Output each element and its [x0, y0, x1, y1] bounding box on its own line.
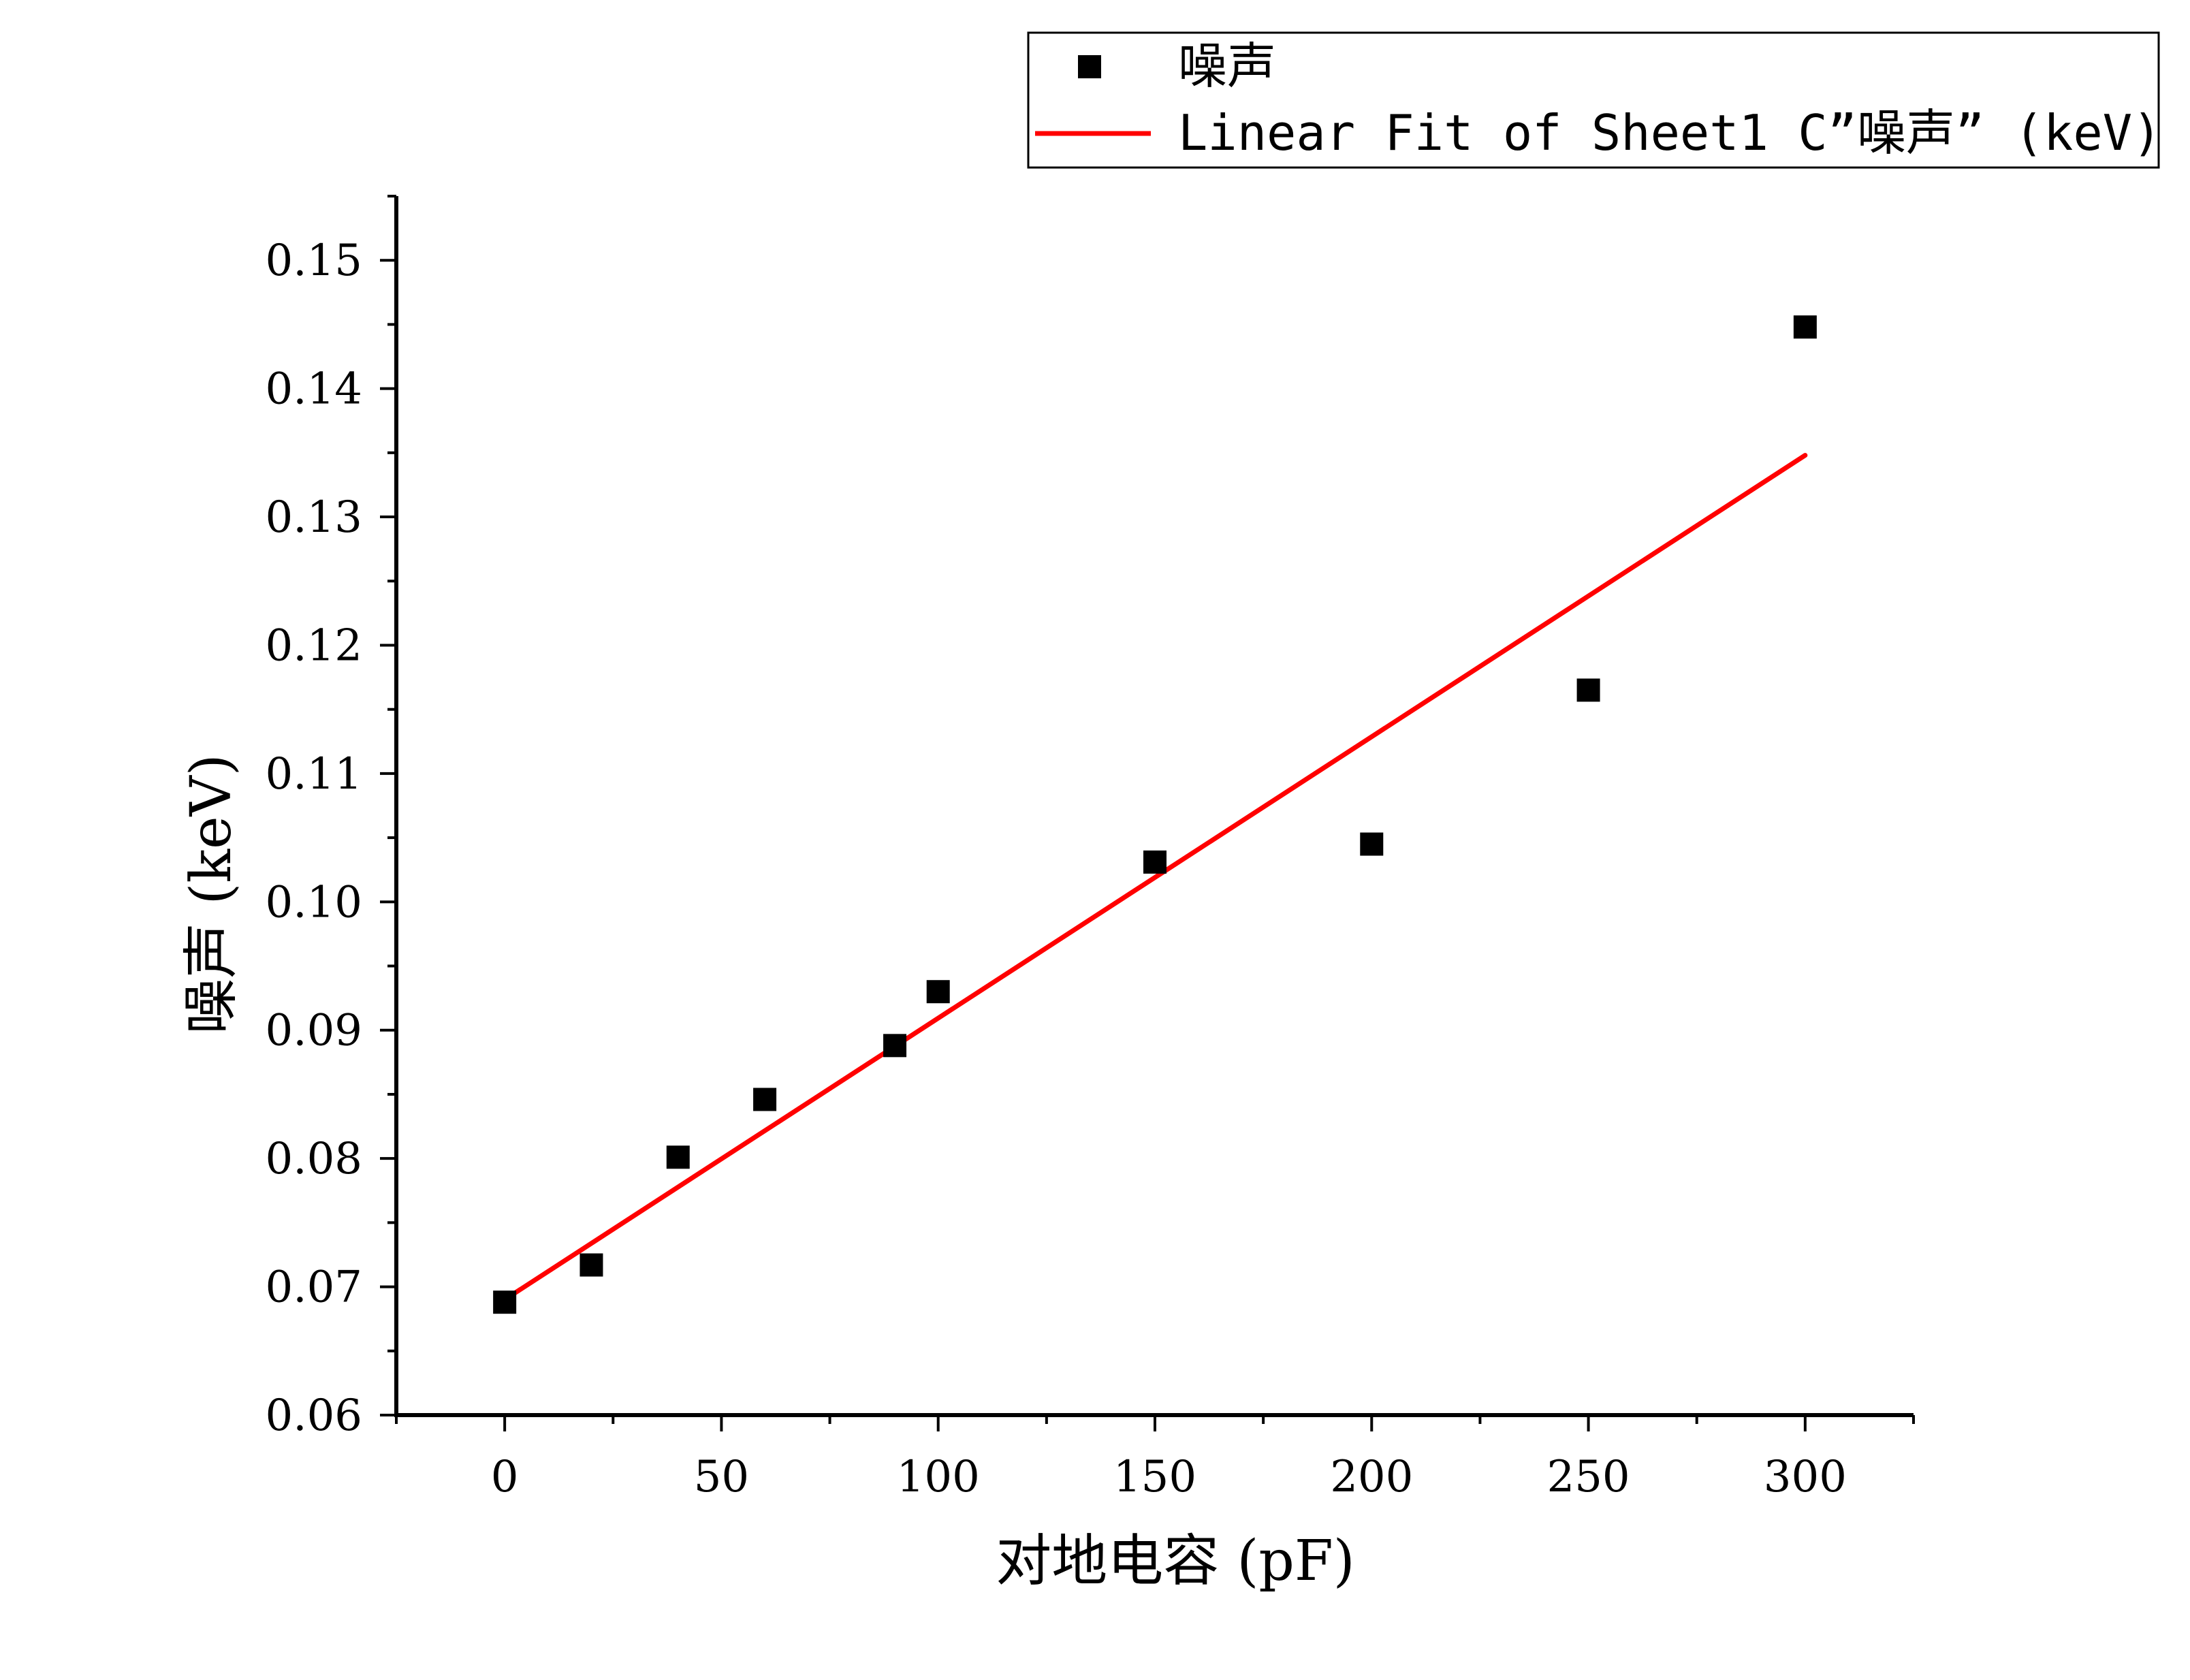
x-tick-label: 300: [1764, 1452, 1847, 1502]
axes: 0 50 100 150 200 250 300 0.06 0.07 0.08 0.09 0.10 0.…: [266, 195, 1915, 1502]
legend-label: Linear Fit of Sheet1 C”噪声” (keV): [1178, 104, 2161, 161]
y-tick-label: 0.14: [266, 364, 363, 415]
fit-line: [502, 453, 1808, 1302]
data-point: [926, 980, 950, 1004]
data-point: [1576, 678, 1600, 702]
y-tick-label: 0.08: [266, 1134, 363, 1184]
legend-marker-square: [1078, 55, 1101, 78]
y-axis-title: 噪声 (keV): [179, 754, 244, 1034]
x-tick-label: 50: [694, 1452, 749, 1502]
y-tick-label: 0.11: [266, 749, 363, 799]
data-point: [666, 1145, 690, 1169]
y-tick-label: 0.06: [266, 1391, 363, 1441]
data-point: [753, 1088, 777, 1111]
x-tick-label: 150: [1113, 1452, 1196, 1502]
y-tick-label: 0.12: [266, 620, 363, 671]
data-point: [883, 1034, 907, 1058]
data-point: [1793, 315, 1817, 339]
data-point: [1143, 850, 1167, 874]
legend-frame: [1027, 31, 2160, 169]
x-tick-label: 100: [897, 1452, 980, 1502]
x-tick-label: 0: [491, 1452, 519, 1502]
y-tick-label: 0.09: [266, 1006, 363, 1056]
x-tick-label: 200: [1330, 1452, 1413, 1502]
data-point: [580, 1253, 603, 1277]
plot-area: [493, 315, 1817, 1314]
x-axis-title: 对地电容 (pF): [996, 1529, 1354, 1594]
y-tick-label: 0.15: [266, 236, 363, 286]
data-point: [1360, 832, 1384, 856]
x-tick-label: 250: [1546, 1452, 1630, 1502]
data-point: [493, 1290, 517, 1314]
legend: 噪声 Linear Fit of Sheet1 C”噪声” (keV): [1027, 31, 2161, 169]
legend-label: 噪声: [1178, 37, 1276, 95]
y-tick-label: 0.13: [266, 492, 363, 543]
y-tick-label: 0.07: [266, 1263, 363, 1313]
y-tick-label: 0.10: [266, 877, 363, 928]
